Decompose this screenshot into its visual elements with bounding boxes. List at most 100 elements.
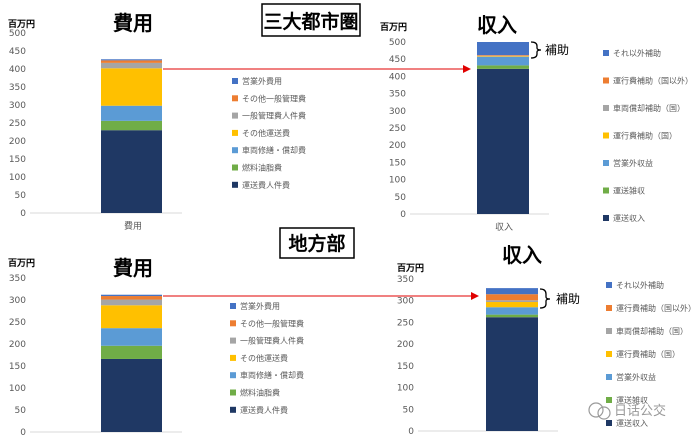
bottom-income-unit: 百万円: [397, 263, 424, 274]
top-income-legend-label: 運送雑収: [613, 186, 645, 196]
bottom-income-segment: [486, 294, 538, 301]
top-income-legend-label: 運行費補助（国）: [613, 131, 677, 141]
top-cost-legend-swatch: [232, 129, 238, 136]
bottom-income-ytick-label: 100: [397, 384, 414, 394]
bottom-income-legend-swatch: [606, 282, 612, 288]
top-income-ytick-label: 350: [389, 90, 406, 100]
top-income-legend-swatch: [603, 215, 609, 221]
top-income-category: 収入: [495, 221, 513, 233]
bottom-cost-legend-label: 車両修繕・償却費: [240, 370, 304, 380]
top-income-segment: [477, 56, 529, 66]
top-cost-legend-swatch: [232, 112, 238, 119]
top-cost-legend-label: 燃料油脂費: [242, 163, 282, 173]
bottom-income-legend-label: 運送雑収: [616, 395, 648, 405]
top-cost-legend-swatch: [232, 78, 238, 84]
top-cost-legend-label: 一般管理費人件費: [242, 111, 306, 121]
top-income-ytick-label: 100: [389, 176, 406, 186]
bottom-cost-unit: 百万円: [8, 258, 35, 269]
bottom-income-segment: [486, 314, 538, 318]
top-income-legend-swatch: [603, 160, 609, 166]
bottom-cost-legend-label: 一般管理費人件費: [240, 336, 304, 346]
top-income-ytick-label: 150: [389, 158, 406, 168]
top-cost-legend-label: 車両修繕・償却費: [242, 145, 306, 155]
top-income-unit: 百万円: [380, 22, 407, 33]
top-cost-ytick-label: 500: [9, 29, 26, 39]
top-income-legend-swatch: [603, 77, 609, 84]
top-cost-unit: 百万円: [8, 19, 35, 30]
top-cost-ytick-label: 0: [20, 209, 26, 219]
region-label-bottom: 地方部: [279, 227, 355, 259]
top-cost-legend-label: その他一般管理費: [242, 93, 306, 103]
bottom-income-segment: [486, 288, 538, 295]
top-subsidy-bracket: 補助: [530, 41, 569, 59]
top-income-segment: [477, 55, 529, 57]
top-cost-ytick-label: 200: [9, 137, 26, 147]
bottom-cost-ytick-label: 200: [9, 340, 26, 350]
top-income-legend-label: 運行費補助（国以外）: [613, 76, 693, 86]
top-cost-ytick-label: 300: [9, 101, 26, 111]
bottom-cost-segment: [101, 358, 162, 432]
top-income-legend-swatch: [603, 105, 609, 111]
top-cost-legend-label: 営業外費用: [242, 76, 282, 86]
bottom-income-ytick-label: 300: [397, 297, 414, 307]
bottom-cost-legend-label: 運送費人件費: [240, 405, 288, 415]
bottom-cost-ytick-label: 350: [9, 274, 26, 284]
top-income-ytick-label: 400: [389, 72, 406, 82]
top-cost-ytick-label: 250: [9, 119, 26, 129]
bottom-cost-legend-label: 燃料油脂費: [240, 388, 280, 398]
bottom-income-segment: [486, 307, 538, 315]
bottom-income-ytick-label: 150: [397, 362, 414, 372]
bottom-cost-segment: [101, 345, 162, 359]
top-income-legend-label: 車両償却補助（国）: [613, 103, 685, 113]
bottom-subsidy-bracket: 補助: [539, 288, 580, 309]
bottom-cost-ytick-label: 50: [15, 406, 27, 416]
bottom-income-segment: [486, 317, 538, 431]
region-label-top: 三大都市圏: [261, 3, 361, 37]
top-income-ytick-label: 450: [389, 55, 406, 65]
bottom-cost-legend-swatch: [230, 337, 236, 344]
top-income-ytick-label: 300: [389, 107, 406, 117]
bottom-income-ytick-label: 250: [397, 318, 414, 328]
top-cost-ytick-label: 100: [9, 173, 26, 183]
top-cost-legend-swatch: [232, 181, 238, 188]
top-income-ytick-label: 200: [389, 141, 406, 151]
bottom-cost-legend-swatch: [230, 354, 236, 361]
top-income-segment: [477, 56, 529, 57]
bottom-income-ytick-label: 0: [408, 427, 414, 437]
top-income-legend-label: それ以外補助: [613, 48, 661, 58]
top-cost-ytick-label: 150: [9, 155, 26, 165]
bottom-income-legend-label: 運行費補助（国以外）: [616, 303, 696, 313]
top-income-legend-label: 営業外収益: [613, 158, 653, 168]
bottom-income-legend-label: 車両償却補助（国）: [616, 326, 688, 336]
bottom-cost-legend-swatch: [230, 320, 236, 327]
bottom-cost-ytick-label: 150: [9, 362, 26, 372]
bottom-income-title: 収入: [502, 243, 542, 267]
top-cost-ytick-label: 50: [15, 191, 27, 201]
top-income-legend-swatch: [603, 132, 609, 139]
bottom-subsidy-label: 補助: [556, 292, 580, 306]
bottom-cost-segment: [101, 299, 162, 306]
bottom-cost-legend-swatch: [230, 389, 236, 396]
top-income-ytick-label: 0: [400, 210, 406, 220]
bottom-cost-legend-label: その他一般管理費: [240, 318, 304, 328]
top-income-segment: [477, 55, 529, 56]
top-income-legend-label: 運送収入: [613, 213, 645, 223]
bottom-cost-ytick-label: 300: [9, 296, 26, 306]
bottom-cost-ytick-label: 250: [9, 318, 26, 328]
top-income-segment: [477, 65, 529, 69]
bottom-income-legend-swatch: [606, 305, 612, 311]
top-income-legend-swatch: [603, 50, 609, 56]
bottom-cost-ytick-label: 0: [20, 428, 26, 438]
top-income-segment: [477, 42, 529, 56]
top-income-legend-swatch: [603, 187, 609, 194]
region-label-bottom-text: 地方部: [288, 232, 345, 255]
top-income-title: 収入: [477, 13, 517, 37]
bottom-income-legend-label: 運行費補助（国）: [616, 349, 680, 359]
top-cost-ytick-label: 400: [9, 65, 26, 75]
top-cost-segment: [101, 130, 162, 213]
bottom-cost-legend-swatch: [230, 406, 236, 413]
watermark: 日话公交: [588, 402, 666, 420]
top-income-ytick-label: 500: [389, 38, 406, 48]
top-cost-title: 費用: [113, 11, 153, 35]
